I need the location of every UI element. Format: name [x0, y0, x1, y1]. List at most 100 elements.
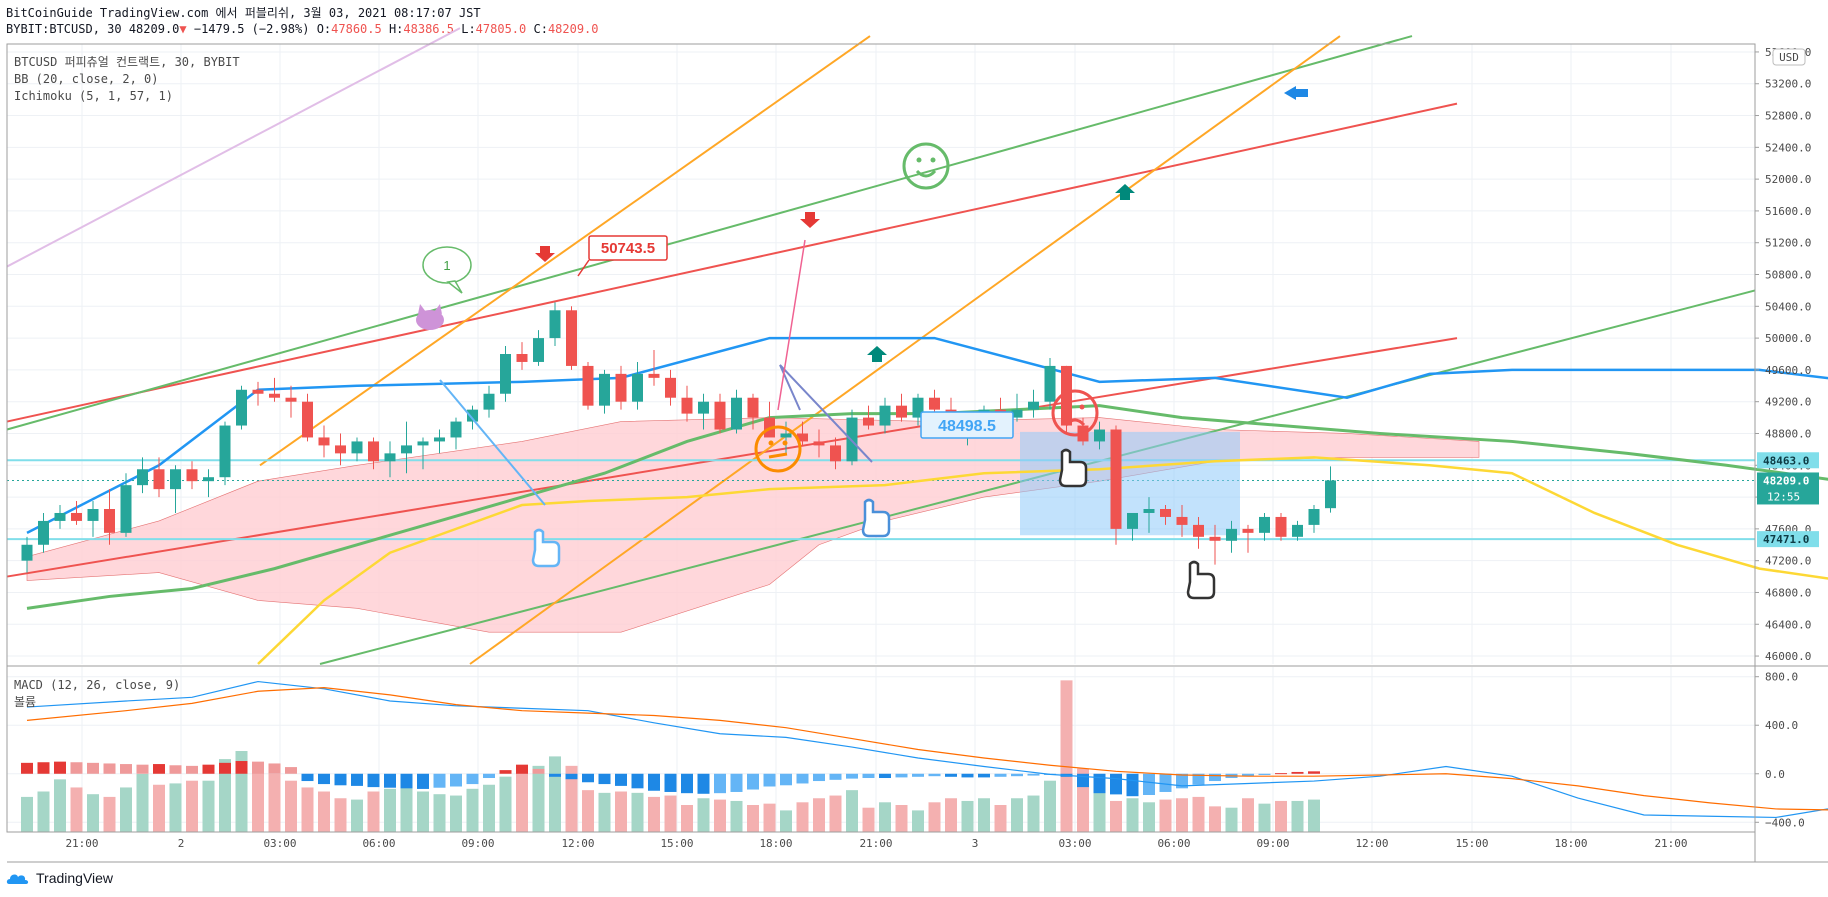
- histogram-bar: [1176, 773, 1188, 789]
- candle-body: [170, 469, 181, 490]
- volume-bar: [648, 796, 660, 832]
- volume-bar: [169, 783, 182, 832]
- high-value: 48386.5: [403, 22, 454, 36]
- histogram-bar: [367, 773, 380, 788]
- symbol-title: BTCUSD 퍼피츄얼 컨트랙트, 30, BYBIT: [14, 55, 240, 69]
- volume-bar: [763, 803, 776, 832]
- tradingview-logo[interactable]: TradingView: [6, 870, 113, 886]
- candle-body: [1127, 512, 1138, 529]
- x-tick-label: 18:00: [1554, 837, 1587, 850]
- publish-header: BitCoinGuide TradingView.com 에서 퍼블리쉬, 3월…: [6, 6, 481, 20]
- candle-body: [153, 469, 165, 490]
- open-value: 47860.5: [331, 22, 382, 36]
- candle-body: [879, 405, 891, 426]
- y-tick-label: 800.0: [1765, 671, 1798, 684]
- pointer-line: [779, 364, 873, 463]
- trend-line-lavender: [6, 27, 461, 268]
- candle-body: [302, 401, 313, 438]
- trend-line-orange-2: [469, 35, 1341, 665]
- volume-bar: [565, 765, 578, 832]
- histogram-bar: [334, 773, 347, 786]
- candle-body: [698, 401, 709, 414]
- y-tick-label: 0.0: [1765, 768, 1785, 781]
- happy-face-icon-eye: [930, 157, 936, 163]
- macd-line: [26, 680, 1828, 819]
- y-tick-label: 49200.0: [1765, 396, 1811, 409]
- y-tick-label: 51200.0: [1765, 237, 1811, 250]
- sad-face-icon-eye: [1065, 404, 1071, 410]
- candle-body: [1061, 365, 1072, 426]
- signal-line: [26, 687, 1828, 811]
- pointing-hand-icon: [1186, 560, 1216, 600]
- histogram-bar: [103, 763, 116, 774]
- histogram-bar: [681, 773, 693, 794]
- volume-bar: [285, 780, 297, 832]
- open-label: O:: [316, 22, 332, 36]
- volume-bar: [400, 787, 413, 832]
- volume-bar: [549, 756, 561, 832]
- volume-bar: [1143, 802, 1155, 832]
- time-axis: 21:00 2 03:00 06:00 09:00 12:00 15:00 18:00 21:0…: [65, 837, 1687, 850]
- sad-face-icon-mouth: [1064, 418, 1086, 427]
- x-tick-label: 3: [972, 837, 979, 850]
- histogram-bar: [54, 761, 66, 774]
- histogram-bar: [780, 773, 792, 786]
- pointer-line: [439, 379, 546, 506]
- histogram-bar: [70, 762, 83, 774]
- ohlc-header: BYBIT:BTCUSD, 30 48209.0▼ −1479.5 (−2.98…: [6, 22, 599, 36]
- volume-bar: [351, 799, 363, 832]
- volume-title: 볼륨: [14, 695, 37, 709]
- histogram-bar: [714, 773, 726, 794]
- annotations: 50743.5 48498.5 1: [416, 86, 1308, 600]
- candle-body: [384, 453, 396, 462]
- histogram-bar: [351, 773, 363, 786]
- blue-left-arrow-icon: [1284, 86, 1296, 100]
- volume-bar: [829, 795, 842, 832]
- y-tick-label: 46400.0: [1765, 618, 1811, 631]
- volume-bar: [1308, 799, 1320, 832]
- histogram-bar: [895, 773, 908, 778]
- x-tick-label: 09:00: [1256, 837, 1289, 850]
- volume-bar: [417, 791, 429, 832]
- volume-bar: [615, 791, 627, 832]
- y-tick-label: 52000.0: [1765, 173, 1811, 186]
- candle-body: [269, 393, 280, 398]
- ichimoku-base: [26, 404, 1828, 610]
- volume-bar: [1291, 800, 1304, 832]
- volume-bar: [37, 791, 50, 832]
- volume-bar: [1027, 795, 1040, 832]
- candle-body: [120, 485, 132, 533]
- histogram-bar: [697, 773, 710, 794]
- histogram-bar: [483, 773, 495, 779]
- x-tick-label: 06:00: [362, 837, 395, 850]
- histogram-bar: [928, 773, 941, 777]
- histogram-bar: [301, 773, 314, 782]
- price-tag-1-text: 48463.0: [1763, 454, 1809, 467]
- candle-body: [1226, 528, 1237, 541]
- close-label: C:: [533, 22, 548, 36]
- volume-bar: [103, 796, 116, 832]
- candle-body: [1259, 516, 1270, 533]
- comment-bubble: [422, 246, 472, 284]
- histogram-bar: [136, 764, 149, 774]
- histogram-bar: [433, 773, 446, 788]
- histogram-bar: [120, 764, 132, 774]
- volume-bar: [54, 779, 66, 832]
- volume-bars: [21, 680, 1320, 832]
- candle-body: [450, 421, 462, 438]
- ichimoku-legend: Ichimoku (5, 1, 57, 1): [14, 89, 173, 103]
- volume-bar: [631, 792, 644, 832]
- histogram-bar: [384, 773, 396, 788]
- volume-bar: [714, 799, 726, 832]
- histogram-bar: [400, 773, 413, 789]
- histogram-bar: [796, 773, 809, 784]
- histogram-bar: [285, 767, 297, 774]
- price-tag-2: [1757, 531, 1819, 548]
- price-tag-current: [1757, 472, 1819, 505]
- volume-bar: [796, 802, 809, 832]
- volume-bar: [879, 802, 891, 832]
- histogram-bar: [648, 773, 660, 791]
- currency-label: USD: [1779, 51, 1799, 64]
- volume-bar: [1011, 798, 1023, 832]
